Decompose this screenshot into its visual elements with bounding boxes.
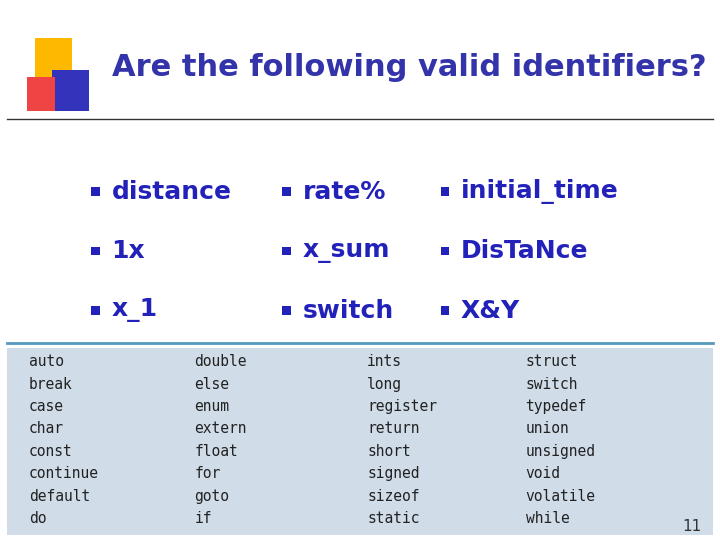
FancyBboxPatch shape bbox=[91, 187, 100, 196]
FancyBboxPatch shape bbox=[52, 70, 89, 111]
Text: auto: auto bbox=[29, 354, 64, 369]
Text: X&Y: X&Y bbox=[461, 299, 520, 322]
Text: 1x: 1x bbox=[112, 239, 145, 263]
Text: initial_time: initial_time bbox=[461, 179, 618, 204]
Text: else: else bbox=[194, 377, 230, 392]
FancyBboxPatch shape bbox=[282, 306, 291, 315]
Text: signed: signed bbox=[367, 466, 420, 481]
FancyBboxPatch shape bbox=[7, 348, 713, 535]
Text: default: default bbox=[29, 489, 90, 503]
Text: const: const bbox=[29, 444, 73, 459]
FancyBboxPatch shape bbox=[441, 247, 449, 255]
Text: static: static bbox=[367, 511, 420, 526]
Text: union: union bbox=[526, 421, 570, 436]
Text: short: short bbox=[367, 444, 411, 459]
Text: void: void bbox=[526, 466, 561, 481]
Text: register: register bbox=[367, 399, 437, 414]
Text: rate%: rate% bbox=[302, 180, 386, 204]
Text: switch: switch bbox=[302, 299, 394, 322]
Text: continue: continue bbox=[29, 466, 99, 481]
FancyBboxPatch shape bbox=[282, 187, 291, 196]
Text: switch: switch bbox=[526, 377, 578, 392]
Text: for: for bbox=[194, 466, 220, 481]
Text: float: float bbox=[194, 444, 238, 459]
Text: x_sum: x_sum bbox=[302, 239, 390, 263]
Text: goto: goto bbox=[194, 489, 230, 503]
Text: long: long bbox=[367, 377, 402, 392]
Text: DisTaNce: DisTaNce bbox=[461, 239, 588, 263]
Text: struct: struct bbox=[526, 354, 578, 369]
Text: do: do bbox=[29, 511, 46, 526]
FancyBboxPatch shape bbox=[282, 247, 291, 255]
FancyBboxPatch shape bbox=[441, 306, 449, 315]
Text: ints: ints bbox=[367, 354, 402, 369]
Text: unsigned: unsigned bbox=[526, 444, 595, 459]
Text: char: char bbox=[29, 421, 64, 436]
FancyBboxPatch shape bbox=[35, 38, 72, 78]
Text: typedef: typedef bbox=[526, 399, 587, 414]
Text: sizeof: sizeof bbox=[367, 489, 420, 503]
Text: distance: distance bbox=[112, 180, 232, 204]
Text: 11: 11 bbox=[683, 518, 702, 534]
Text: x_1: x_1 bbox=[112, 299, 158, 322]
Text: case: case bbox=[29, 399, 64, 414]
FancyBboxPatch shape bbox=[91, 306, 100, 315]
Text: enum: enum bbox=[194, 399, 230, 414]
Text: return: return bbox=[367, 421, 420, 436]
FancyBboxPatch shape bbox=[91, 247, 100, 255]
Text: if: if bbox=[194, 511, 212, 526]
Text: break: break bbox=[29, 377, 73, 392]
Text: Are the following valid identifiers?: Are the following valid identifiers? bbox=[112, 53, 706, 82]
Text: extern: extern bbox=[194, 421, 247, 436]
FancyBboxPatch shape bbox=[27, 77, 55, 111]
Text: while: while bbox=[526, 511, 570, 526]
FancyBboxPatch shape bbox=[441, 187, 449, 196]
Text: double: double bbox=[194, 354, 247, 369]
Text: volatile: volatile bbox=[526, 489, 595, 503]
